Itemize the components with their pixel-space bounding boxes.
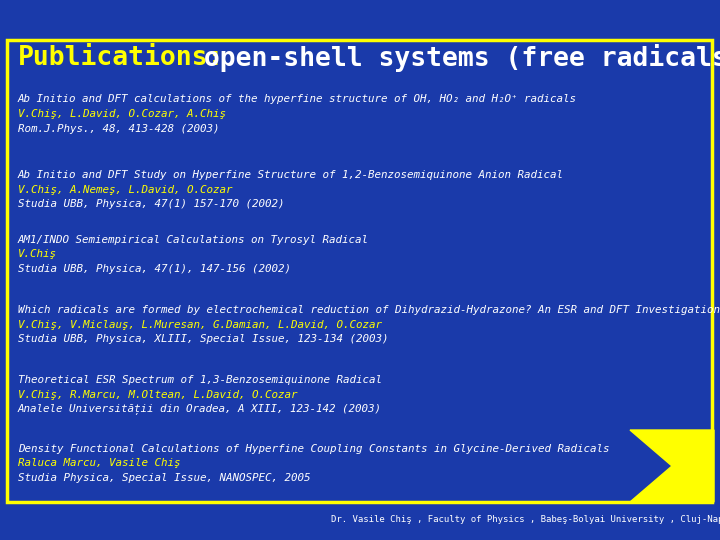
Text: open-shell systems (free radicals): open-shell systems (free radicals) — [188, 44, 720, 72]
Text: AM1/INDO Semiempirical Calculations on Tyrosyl Radical: AM1/INDO Semiempirical Calculations on T… — [18, 235, 369, 245]
Text: Ab Initio and DFT Study on Hyperfine Structure of 1,2-Benzosemiquinone Anion Rad: Ab Initio and DFT Study on Hyperfine Str… — [18, 170, 564, 180]
Text: V.Chiş: V.Chiş — [18, 249, 57, 259]
Text: Ab Initio and DFT calculations of the hyperfine structure of OH, HO₂ and H₂O⁺ ra: Ab Initio and DFT calculations of the hy… — [18, 94, 577, 105]
Text: Dr. Vasile Chiş , Faculty of Physics , Babeş-Bolyai University , Cluj-Napoca: Dr. Vasile Chiş , Faculty of Physics , B… — [330, 516, 720, 524]
Text: Studia Physica, Special Issue, NANOSPEC, 2005: Studia Physica, Special Issue, NANOSPEC,… — [18, 473, 310, 483]
Text: Studia UBB, Physica, XLIII, Special Issue, 123-134 (2003): Studia UBB, Physica, XLIII, Special Issu… — [18, 334, 389, 344]
Bar — [7, 40, 712, 502]
Text: V.Chiş, R.Marcu, M.Oltean, L.David, O.Cozar: V.Chiş, R.Marcu, M.Oltean, L.David, O.Co… — [18, 390, 297, 400]
Text: Analele Universității din Oradea, A XIII, 123-142 (2003): Analele Universității din Oradea, A XIII… — [18, 404, 382, 415]
Text: V.Chiş, V.Miclauş, L.Muresan, G.Damian, L.David, O.Cozar: V.Chiş, V.Miclauş, L.Muresan, G.Damian, … — [18, 320, 382, 329]
Text: V.Chiş, L.David, O.Cozar, A.Chiş: V.Chiş, L.David, O.Cozar, A.Chiş — [18, 109, 226, 119]
Text: Rom.J.Phys., 48, 413-428 (2003): Rom.J.Phys., 48, 413-428 (2003) — [18, 124, 220, 133]
Text: Studia UBB, Physica, 47(1), 147-156 (2002): Studia UBB, Physica, 47(1), 147-156 (200… — [18, 264, 291, 274]
Text: Raluca Marcu, Vasile Chiş: Raluca Marcu, Vasile Chiş — [18, 458, 181, 468]
Text: Which radicals are formed by electrochemical reduction of Dihydrazid-Hydrazone? : Which radicals are formed by electrochem… — [18, 305, 720, 315]
Text: Theoretical ESR Spectrum of 1,3-Benzosemiquinone Radical: Theoretical ESR Spectrum of 1,3-Benzosem… — [18, 375, 382, 386]
Polygon shape — [630, 430, 714, 502]
Text: V.Chiş, A.Nemeş, L.David, O.Cozar: V.Chiş, A.Nemeş, L.David, O.Cozar — [18, 185, 233, 194]
Text: Studia UBB, Physica, 47(1) 157-170 (2002): Studia UBB, Physica, 47(1) 157-170 (2002… — [18, 199, 284, 209]
Text: Density Functional Calculations of Hyperfine Coupling Constants in Glycine-Deriv: Density Functional Calculations of Hyper… — [18, 444, 610, 454]
Text: Publications:: Publications: — [18, 45, 225, 71]
